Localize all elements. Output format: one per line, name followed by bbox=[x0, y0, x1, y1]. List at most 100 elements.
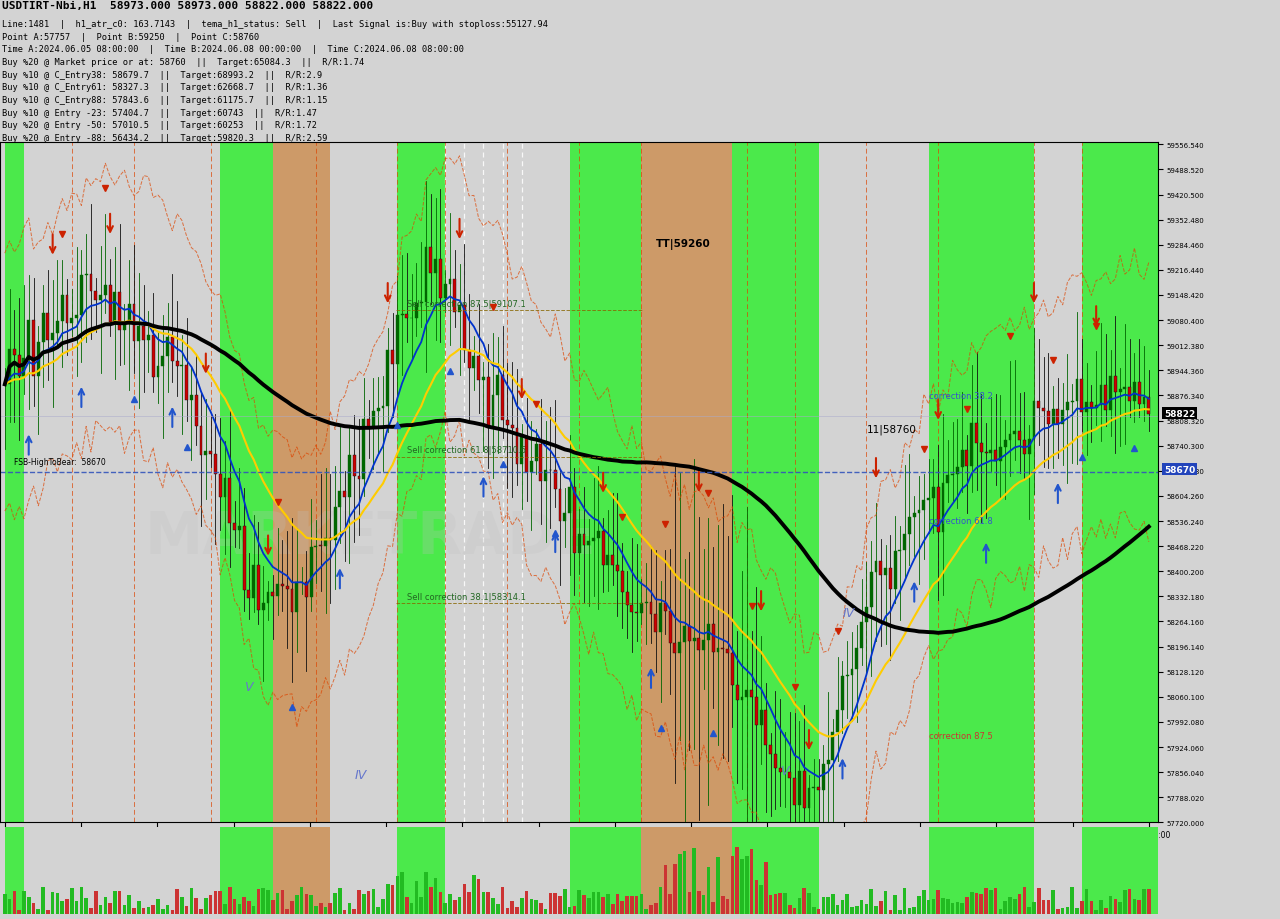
Bar bbox=[534, 900, 538, 914]
Text: Sell correction 61.8|58710.6: Sell correction 61.8|58710.6 bbox=[407, 446, 526, 455]
Bar bbox=[726, 900, 730, 914]
Bar bbox=[233, 524, 236, 530]
Text: correction 38.2: correction 38.2 bbox=[928, 391, 992, 401]
Bar bbox=[918, 896, 920, 914]
Bar bbox=[500, 887, 504, 914]
Bar bbox=[664, 603, 667, 612]
Bar bbox=[554, 471, 557, 490]
Bar bbox=[883, 891, 887, 914]
Bar bbox=[233, 900, 237, 914]
Bar bbox=[682, 851, 686, 914]
Bar bbox=[1114, 900, 1117, 914]
Bar bbox=[1061, 908, 1065, 914]
Bar bbox=[137, 901, 141, 914]
Bar bbox=[1089, 902, 1093, 914]
Bar bbox=[764, 709, 767, 744]
Bar bbox=[970, 891, 974, 914]
Bar bbox=[410, 902, 413, 914]
Text: TT|59260: TT|59260 bbox=[655, 239, 710, 250]
Bar bbox=[1138, 383, 1140, 404]
Bar bbox=[1080, 901, 1084, 914]
Bar bbox=[1147, 890, 1151, 914]
Bar bbox=[90, 275, 92, 291]
Bar bbox=[530, 899, 534, 914]
Bar bbox=[998, 448, 1002, 461]
Bar bbox=[27, 321, 31, 358]
Bar bbox=[621, 901, 625, 914]
Bar bbox=[252, 905, 256, 914]
Bar bbox=[228, 479, 232, 524]
Bar bbox=[362, 894, 366, 914]
Bar bbox=[736, 685, 739, 699]
Bar bbox=[582, 895, 586, 914]
Bar bbox=[759, 709, 763, 725]
Bar bbox=[104, 897, 108, 914]
Bar bbox=[817, 909, 820, 914]
Bar bbox=[649, 603, 653, 615]
Bar bbox=[1075, 908, 1079, 914]
Bar bbox=[195, 898, 198, 914]
Bar bbox=[956, 902, 959, 914]
Bar bbox=[397, 827, 445, 914]
Bar bbox=[276, 584, 279, 596]
Bar bbox=[99, 905, 102, 914]
Bar bbox=[324, 539, 326, 546]
Bar bbox=[616, 565, 620, 572]
Bar bbox=[1082, 827, 1164, 914]
Bar bbox=[401, 872, 404, 914]
Bar bbox=[434, 878, 438, 914]
Text: FSB-HighToBear:  58670: FSB-HighToBear: 58670 bbox=[14, 458, 106, 467]
Bar bbox=[922, 891, 925, 914]
Bar bbox=[1133, 383, 1135, 402]
Bar bbox=[8, 349, 12, 385]
Bar bbox=[51, 335, 54, 341]
Bar bbox=[348, 903, 351, 914]
Bar bbox=[732, 827, 818, 914]
Bar bbox=[570, 827, 641, 914]
Bar bbox=[1128, 889, 1132, 914]
Bar bbox=[788, 905, 791, 914]
Bar bbox=[406, 315, 408, 319]
Bar bbox=[261, 888, 265, 914]
Bar bbox=[118, 891, 122, 914]
Bar bbox=[515, 907, 518, 914]
Bar bbox=[415, 303, 417, 319]
Bar bbox=[902, 889, 906, 914]
Bar bbox=[712, 902, 716, 914]
Bar bbox=[932, 900, 936, 914]
Bar bbox=[717, 648, 719, 652]
Bar bbox=[808, 788, 810, 809]
Bar bbox=[984, 452, 987, 454]
Bar bbox=[79, 887, 83, 914]
Bar bbox=[343, 910, 347, 914]
Bar bbox=[913, 907, 916, 914]
Bar bbox=[93, 891, 97, 914]
Bar bbox=[549, 893, 552, 914]
Bar bbox=[563, 889, 567, 914]
Bar bbox=[803, 888, 806, 914]
Text: Point A:57757  |  Point B:59250  |  Point C:58760: Point A:57757 | Point B:59250 | Point C:… bbox=[3, 32, 260, 41]
Bar bbox=[778, 768, 782, 773]
Bar bbox=[195, 396, 197, 426]
Bar bbox=[483, 378, 485, 381]
Bar bbox=[740, 859, 744, 914]
Bar bbox=[184, 906, 188, 914]
Bar bbox=[673, 643, 676, 653]
Bar bbox=[974, 893, 978, 914]
Bar bbox=[1047, 412, 1050, 425]
Bar bbox=[3, 894, 6, 914]
Bar bbox=[888, 569, 892, 589]
Bar bbox=[434, 260, 436, 274]
Bar bbox=[732, 142, 818, 823]
Bar bbox=[1123, 891, 1126, 914]
Bar bbox=[392, 350, 394, 365]
Bar bbox=[305, 893, 308, 914]
Bar bbox=[8, 899, 12, 914]
Bar bbox=[282, 584, 284, 586]
Bar bbox=[908, 908, 911, 914]
Bar bbox=[1119, 390, 1121, 392]
Bar bbox=[1094, 406, 1098, 409]
Bar bbox=[60, 295, 64, 322]
Bar bbox=[607, 555, 609, 565]
Bar bbox=[869, 573, 873, 607]
